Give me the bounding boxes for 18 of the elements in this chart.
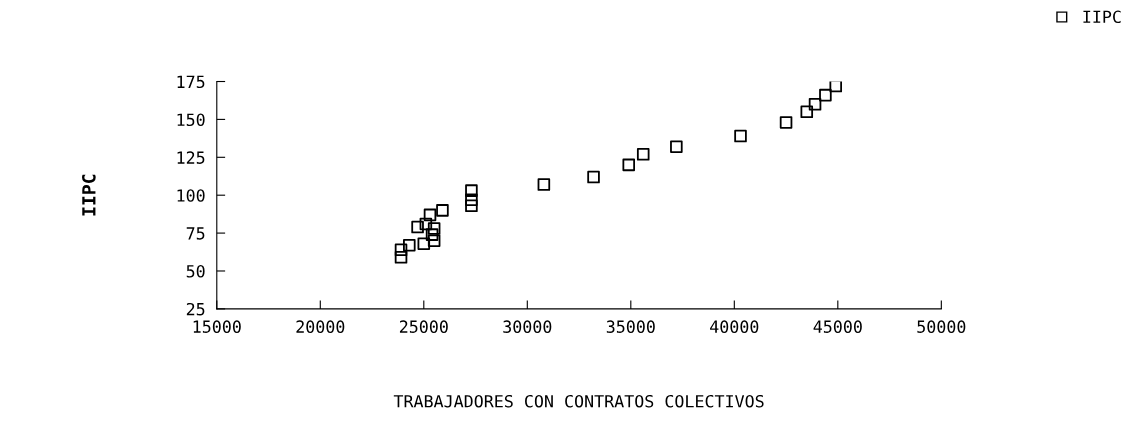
x-tick-label: 35000 [606, 320, 655, 333]
y-tick-label: 150 [177, 113, 205, 127]
y-tick-label: 125 [177, 151, 205, 164]
x-tick-label: 15000 [193, 320, 241, 333]
x-tick-label: 50000 [917, 320, 966, 333]
y-tick-label: 50 [186, 264, 205, 278]
x-tick-label: 30000 [503, 320, 552, 333]
x-tick-label: 45000 [813, 320, 862, 333]
x-tick-label: 20000 [296, 320, 345, 333]
y-axis-title: IIPC [82, 174, 96, 216]
y-tick-label: 25 [186, 302, 205, 316]
x-tick-label: 25000 [399, 320, 448, 333]
y-tick-label: 175 [177, 75, 205, 89]
y-tick-label: 75 [186, 227, 205, 240]
y-tick-label: 100 [177, 189, 205, 202]
x-tick-label: 40000 [710, 320, 759, 333]
x-axis-title: TRABAJADORES CON CONTRATOS COLECTIVOS [393, 394, 764, 408]
legend-label: IIPC [1083, 10, 1121, 24]
